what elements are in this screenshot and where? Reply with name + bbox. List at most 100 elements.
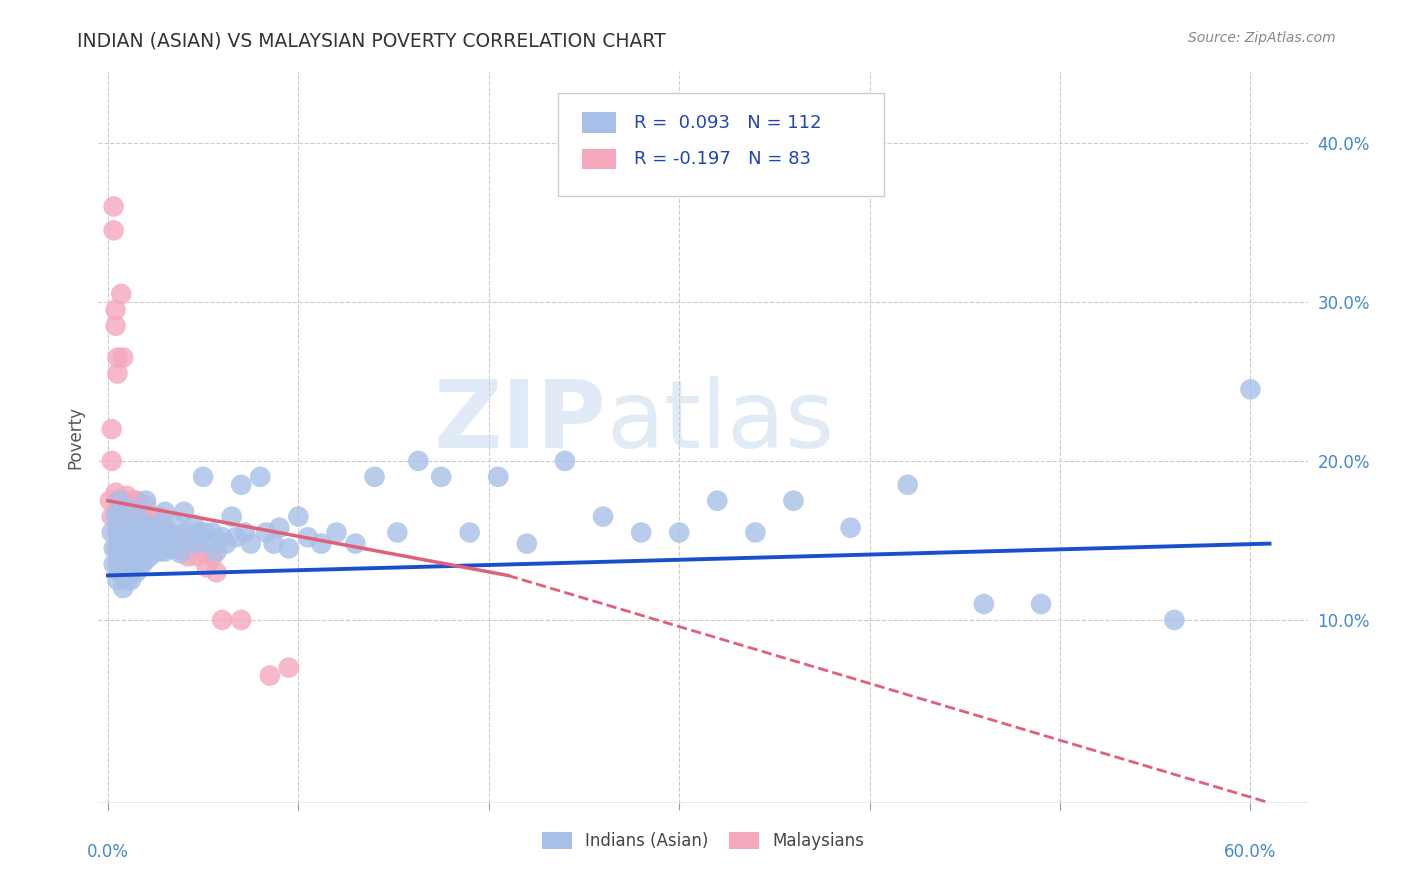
Point — [183, 533, 205, 548]
Point — [112, 581, 135, 595]
Point — [277, 541, 299, 556]
Point — [148, 530, 170, 544]
Point — [131, 501, 153, 516]
Point — [135, 517, 157, 532]
Point — [201, 549, 224, 564]
Point — [127, 517, 149, 532]
Point — [124, 536, 146, 550]
Point — [839, 521, 862, 535]
Point — [135, 493, 157, 508]
Point — [129, 536, 152, 550]
Point — [121, 541, 143, 556]
Point — [744, 525, 766, 540]
Point — [110, 541, 132, 556]
Point — [191, 544, 214, 558]
Point — [124, 549, 146, 564]
Point — [153, 525, 176, 540]
Point — [115, 541, 138, 556]
Point — [134, 541, 156, 556]
Point — [153, 544, 176, 558]
Point — [173, 505, 195, 519]
Point — [108, 509, 131, 524]
Legend: Indians (Asian), Malaysians: Indians (Asian), Malaysians — [536, 825, 870, 856]
Point — [108, 493, 131, 508]
Point — [103, 200, 125, 214]
Point — [139, 549, 162, 564]
Point — [277, 660, 299, 674]
Point — [211, 530, 233, 544]
Point — [124, 517, 146, 532]
Text: R = -0.197   N = 83: R = -0.197 N = 83 — [634, 150, 811, 168]
Point — [973, 597, 995, 611]
Point — [110, 525, 132, 540]
Point — [127, 497, 149, 511]
Point — [100, 422, 122, 436]
Point — [194, 525, 217, 540]
Point — [325, 525, 347, 540]
Point — [153, 536, 176, 550]
Point — [131, 558, 153, 572]
Text: 0.0%: 0.0% — [87, 843, 129, 861]
Point — [139, 530, 162, 544]
Point — [103, 541, 125, 556]
Point — [107, 558, 129, 572]
Point — [782, 493, 804, 508]
Point — [125, 493, 148, 508]
Point — [166, 530, 188, 544]
Point — [107, 351, 129, 365]
Point — [163, 517, 186, 532]
Point — [592, 509, 614, 524]
Point — [112, 566, 135, 580]
Point — [129, 505, 152, 519]
Point — [103, 558, 125, 572]
Point — [139, 530, 162, 544]
Point — [221, 509, 243, 524]
Point — [142, 536, 165, 550]
Point — [169, 546, 191, 560]
Point — [145, 521, 167, 535]
Point — [516, 536, 538, 550]
Point — [115, 552, 138, 566]
Point — [112, 513, 135, 527]
Point — [233, 525, 256, 540]
Point — [1029, 597, 1052, 611]
Point — [129, 525, 152, 540]
Point — [110, 525, 132, 540]
Point — [458, 525, 481, 540]
Point — [115, 489, 138, 503]
Point — [107, 493, 129, 508]
Point — [100, 509, 122, 524]
Point — [1239, 383, 1261, 397]
Point — [668, 525, 690, 540]
Point — [157, 525, 180, 540]
Point — [142, 521, 165, 535]
Point — [125, 566, 148, 580]
Point — [363, 470, 385, 484]
Point — [263, 536, 285, 550]
Point — [148, 509, 170, 524]
Point — [124, 533, 146, 548]
Point — [135, 536, 157, 550]
Point — [100, 525, 122, 540]
Point — [118, 533, 141, 548]
Point — [131, 525, 153, 540]
Point — [173, 533, 195, 548]
Point — [125, 513, 148, 527]
Point — [120, 517, 142, 532]
Point — [135, 536, 157, 550]
Point — [104, 485, 127, 500]
Point — [139, 509, 162, 524]
Point — [124, 493, 146, 508]
Point — [125, 533, 148, 548]
Text: ZIP: ZIP — [433, 376, 606, 468]
Point — [100, 454, 122, 468]
Point — [112, 533, 135, 548]
Point — [231, 613, 253, 627]
Point — [107, 525, 129, 540]
Point — [120, 541, 142, 556]
Point — [1163, 613, 1185, 627]
Point — [115, 505, 138, 519]
Point — [309, 536, 332, 550]
Point — [195, 560, 218, 574]
Point — [129, 517, 152, 532]
